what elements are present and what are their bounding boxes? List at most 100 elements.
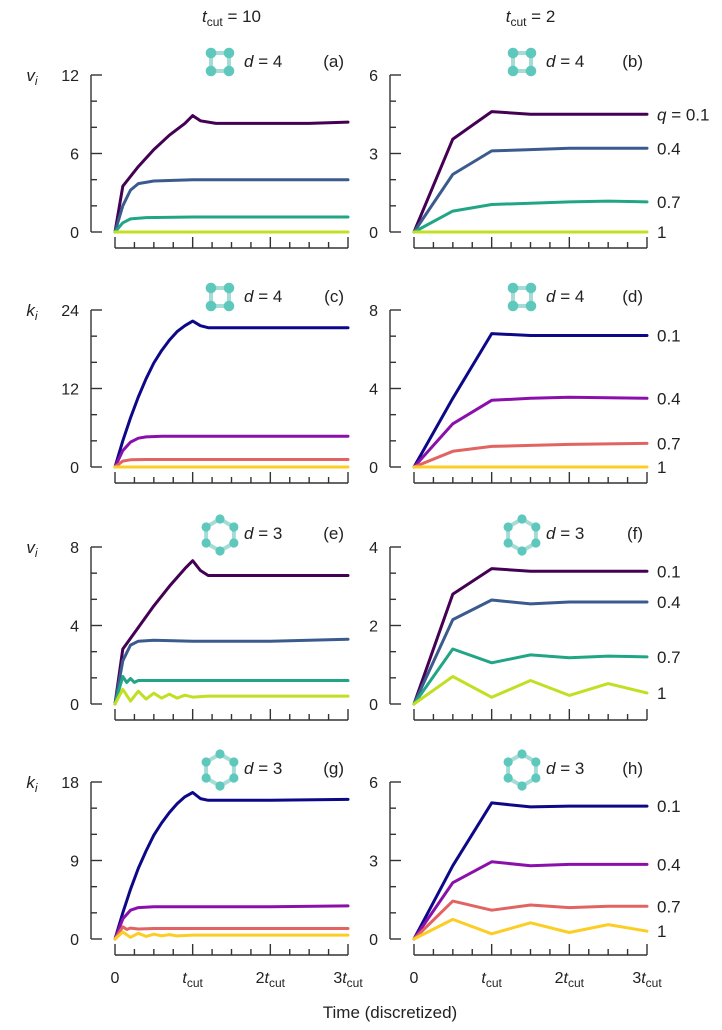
series-lines [113, 791, 350, 941]
series-label: 0.7 [657, 897, 681, 916]
column-titles: tcut = 10 tcut = 2 [202, 7, 555, 29]
series-line [113, 559, 350, 706]
series-lines [113, 319, 350, 469]
series-line [412, 860, 649, 941]
lattice-node [517, 781, 527, 791]
y-tick-label: 8 [369, 303, 378, 320]
series-line [113, 215, 350, 234]
y-tick-label: 0 [369, 697, 378, 714]
series-line [113, 637, 350, 706]
series-line [412, 598, 649, 706]
panel-e: 0 4 8 vi d = 3 (e) [26, 514, 350, 721]
y-axis: 0 9 18 [61, 775, 102, 949]
y-tick-label: 3 [369, 147, 378, 164]
panel-b: 0 3 6 q = 0.1 0.4 0.7 1 d = 4 (b) [369, 47, 709, 249]
panel-label: (c) [324, 287, 344, 306]
series-line [412, 675, 649, 706]
square-lattice-icon [507, 47, 537, 77]
y-tick-label: 6 [70, 147, 79, 164]
lattice-node [229, 773, 239, 783]
x-tick-label: 3tcut [632, 970, 662, 990]
series-lines [113, 559, 350, 706]
hexagon-lattice-icon [503, 514, 541, 556]
panel-label: (f) [627, 524, 643, 543]
y-tick-label: 0 [70, 225, 79, 242]
series-label: 1 [657, 684, 666, 703]
series-lines [412, 332, 649, 469]
y-tick-label: 18 [61, 775, 79, 792]
x-axis [413, 237, 648, 249]
lattice-node [223, 282, 235, 294]
series-label: 0.4 [657, 855, 681, 874]
series-label: 1 [657, 223, 666, 242]
x-tick-label: 0 [410, 970, 419, 987]
x-axis [413, 472, 648, 484]
series-label: 0.4 [657, 389, 681, 408]
lattice-node [503, 522, 513, 532]
y-axis-label: ki [26, 301, 38, 323]
x-tick-label: 3tcut [333, 970, 363, 990]
series-line [113, 114, 350, 234]
series-line [113, 930, 350, 941]
lattice-bonds [506, 516, 538, 554]
lattice-node [525, 65, 537, 77]
y-tick-label: 24 [61, 303, 79, 320]
series-line [412, 917, 649, 941]
y-tick-label: 8 [70, 540, 79, 557]
series-line [412, 199, 649, 234]
lattice-node [531, 538, 541, 548]
y-tick-label: 0 [70, 697, 79, 714]
column-title-1: tcut = 10 [202, 7, 261, 29]
lattice-bonds [204, 516, 236, 554]
panel-g: 0 9 18 ki 0 tcut 2tcut 3tcut d = 3 (g) [26, 749, 363, 990]
y-tick-label: 0 [369, 225, 378, 242]
y-axis: 0 2 4 [369, 540, 401, 714]
series-line [113, 791, 350, 941]
panel-f: 0 2 4 0.1 0.4 0.7 1 d = 3 (f) [369, 514, 681, 721]
series-label: 0.7 [657, 434, 681, 453]
series-lines [412, 110, 649, 234]
y-tick-label: 9 [70, 854, 79, 871]
y-axis: 0 3 6 [369, 775, 401, 949]
y-axis-label: vi [26, 66, 38, 88]
lattice-node [531, 522, 541, 532]
square-lattice-icon [205, 47, 235, 77]
lattice-node [517, 514, 527, 524]
panel-c: 0 12 24 ki d = 4 (c) [26, 282, 350, 484]
lattice-node [205, 282, 217, 294]
series-line [113, 904, 350, 941]
dimension-label: d = 4 [244, 52, 282, 71]
lattice-node [507, 65, 519, 77]
series-label: 0.7 [657, 193, 681, 212]
series-line [412, 647, 649, 706]
lattice-node [525, 300, 537, 312]
lattice-node [223, 300, 235, 312]
y-axis-label: vi [26, 538, 38, 560]
lattice-node [517, 749, 527, 759]
x-axis: 0 tcut 2tcut 3tcut [111, 944, 363, 990]
lattice-node [215, 514, 225, 524]
series-line [113, 319, 350, 469]
series-line [412, 110, 649, 234]
series-line [412, 395, 649, 469]
series-lines [113, 114, 350, 234]
panel-d: 0 4 8 0.1 0.4 0.7 1 d = 4 (d) [369, 282, 681, 484]
panel-label: (g) [323, 759, 344, 778]
y-tick-label: 12 [61, 68, 79, 85]
series-label: 1 [657, 458, 666, 477]
panel-label: (b) [622, 52, 643, 71]
lattice-node [201, 773, 211, 783]
series-line [113, 687, 350, 706]
series-line [412, 899, 649, 941]
series-label: 0.4 [657, 139, 681, 158]
series-line [113, 675, 350, 706]
y-tick-label: 4 [369, 382, 378, 399]
y-tick-label: 0 [369, 932, 378, 949]
series-label: 0.7 [657, 648, 681, 667]
series-line [113, 458, 350, 469]
panel-label: (e) [323, 524, 344, 543]
lattice-node [503, 757, 513, 767]
dimension-label: d = 3 [546, 524, 584, 543]
lattice-node [531, 773, 541, 783]
